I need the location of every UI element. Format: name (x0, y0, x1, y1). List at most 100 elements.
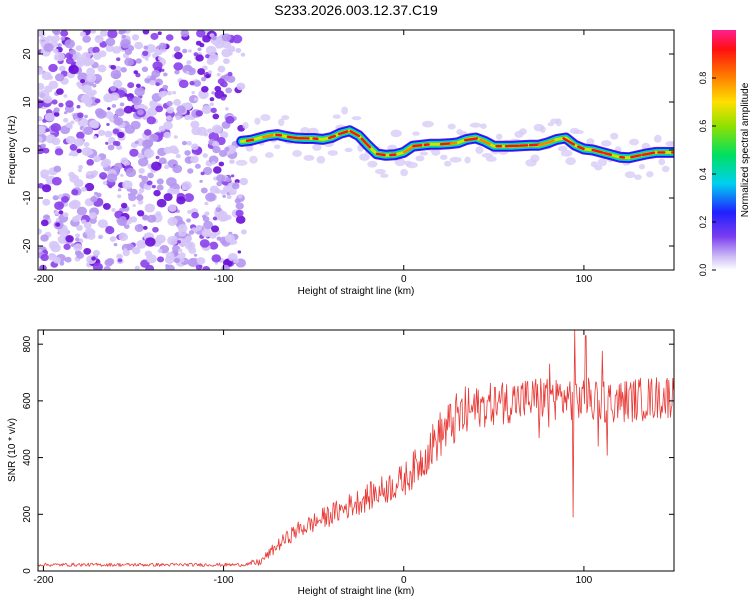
noise-blob (113, 116, 124, 126)
noise-blob (53, 111, 60, 117)
noise-blob (240, 52, 246, 57)
noise-blob (208, 70, 213, 74)
noise-blob (161, 90, 168, 97)
noise-blob (118, 216, 127, 224)
ridge-halo-blob (380, 173, 389, 178)
noise-blob (134, 265, 140, 270)
noise-blob (41, 184, 52, 193)
noise-blob (120, 67, 127, 73)
noise-blob (210, 225, 220, 233)
noise-blob (77, 112, 84, 119)
noise-blob (182, 48, 188, 54)
ridge-peak (603, 151, 613, 156)
noise-blob (52, 35, 60, 42)
ridge-peak (577, 145, 585, 151)
noise-blob (136, 194, 144, 201)
noise-blob (77, 250, 82, 255)
noise-blob (143, 148, 155, 158)
noise-blob (165, 264, 169, 268)
noise-blob (77, 72, 89, 82)
spectrogram-plot-area (38, 30, 674, 270)
noise-blob (116, 253, 123, 260)
colorbar-tick-label: 0.6 (698, 120, 708, 133)
noise-blob (195, 54, 204, 62)
ridge-halo-blob (496, 133, 503, 140)
noise-blob (191, 143, 199, 151)
snr-frame (37, 329, 675, 572)
noise-blob (193, 97, 199, 102)
noise-blob (226, 75, 236, 83)
noise-blob (71, 189, 79, 196)
noise-blob (158, 42, 167, 50)
noise-blob (107, 140, 112, 145)
noise-blob (135, 83, 141, 88)
noise-blob (199, 179, 203, 183)
noise-blob (55, 218, 60, 222)
noise-blob (124, 57, 134, 67)
noise-blob (196, 30, 206, 38)
ridge-halo-blob (661, 165, 670, 173)
x-tick-label: -100 (214, 575, 234, 586)
noise-blob (45, 134, 57, 144)
noise-blob (63, 117, 69, 123)
noise-blob (188, 95, 199, 104)
noise-blob (187, 168, 194, 174)
noise-blob (94, 35, 104, 44)
noise-blob (137, 157, 149, 167)
noise-blob (197, 68, 206, 75)
noise-blob (156, 184, 164, 191)
noise-blob (38, 82, 45, 91)
ridge-halo-blob (406, 161, 418, 169)
noise-blob (195, 110, 204, 117)
noise-blob (53, 30, 61, 36)
noise-blob (116, 57, 121, 62)
snr-y-axis-label: SNR (10 * v/v) (7, 418, 18, 482)
noise-blob (211, 254, 222, 263)
y-tick-label: 0 (22, 568, 33, 574)
noise-blob (223, 185, 230, 192)
noise-blob (155, 82, 160, 87)
noise-blob (76, 206, 87, 216)
noise-blob (135, 58, 142, 64)
noise-blob (81, 52, 91, 61)
noise-blob (38, 90, 42, 96)
ridge-halo-blob (600, 140, 612, 147)
noise-blob (124, 48, 133, 55)
noise-blob (134, 87, 145, 97)
noise-blob (173, 257, 181, 264)
noise-blob (205, 54, 210, 59)
noise-blob (155, 211, 162, 217)
noise-blob (38, 249, 42, 253)
ridge-halo-blob (300, 126, 310, 135)
noise-blob (105, 44, 114, 52)
noise-blob (64, 39, 76, 49)
noise-blob (165, 34, 174, 41)
noise-blob (109, 236, 117, 242)
noise-blob (134, 41, 144, 50)
noise-blob (196, 257, 206, 265)
noise-blob (44, 112, 55, 122)
noise-blob (142, 30, 150, 35)
noise-blob (181, 181, 192, 191)
noise-blob (88, 212, 97, 220)
noise-blob (197, 47, 202, 52)
noise-blob (149, 80, 156, 86)
ridge-halo-blob (344, 147, 353, 153)
ridge-peak (328, 134, 337, 140)
ridge-halo-blob (390, 129, 402, 138)
noise-blob (186, 140, 192, 146)
noise-blob (184, 235, 192, 242)
colorbar-tick-label: 0.0 (698, 264, 708, 277)
noise-blob (168, 145, 179, 154)
noise-blob (146, 180, 153, 186)
ridge-halo-blob (469, 122, 482, 128)
noise-blob (178, 229, 187, 237)
noise-blob (51, 99, 58, 105)
noise-blob (230, 145, 237, 151)
ridge-halo-blob (400, 168, 408, 177)
noise-blob (80, 78, 86, 84)
noise-blob (172, 235, 177, 240)
noise-blob (54, 73, 65, 82)
noise-blob (230, 174, 235, 178)
noise-blob (205, 74, 211, 79)
